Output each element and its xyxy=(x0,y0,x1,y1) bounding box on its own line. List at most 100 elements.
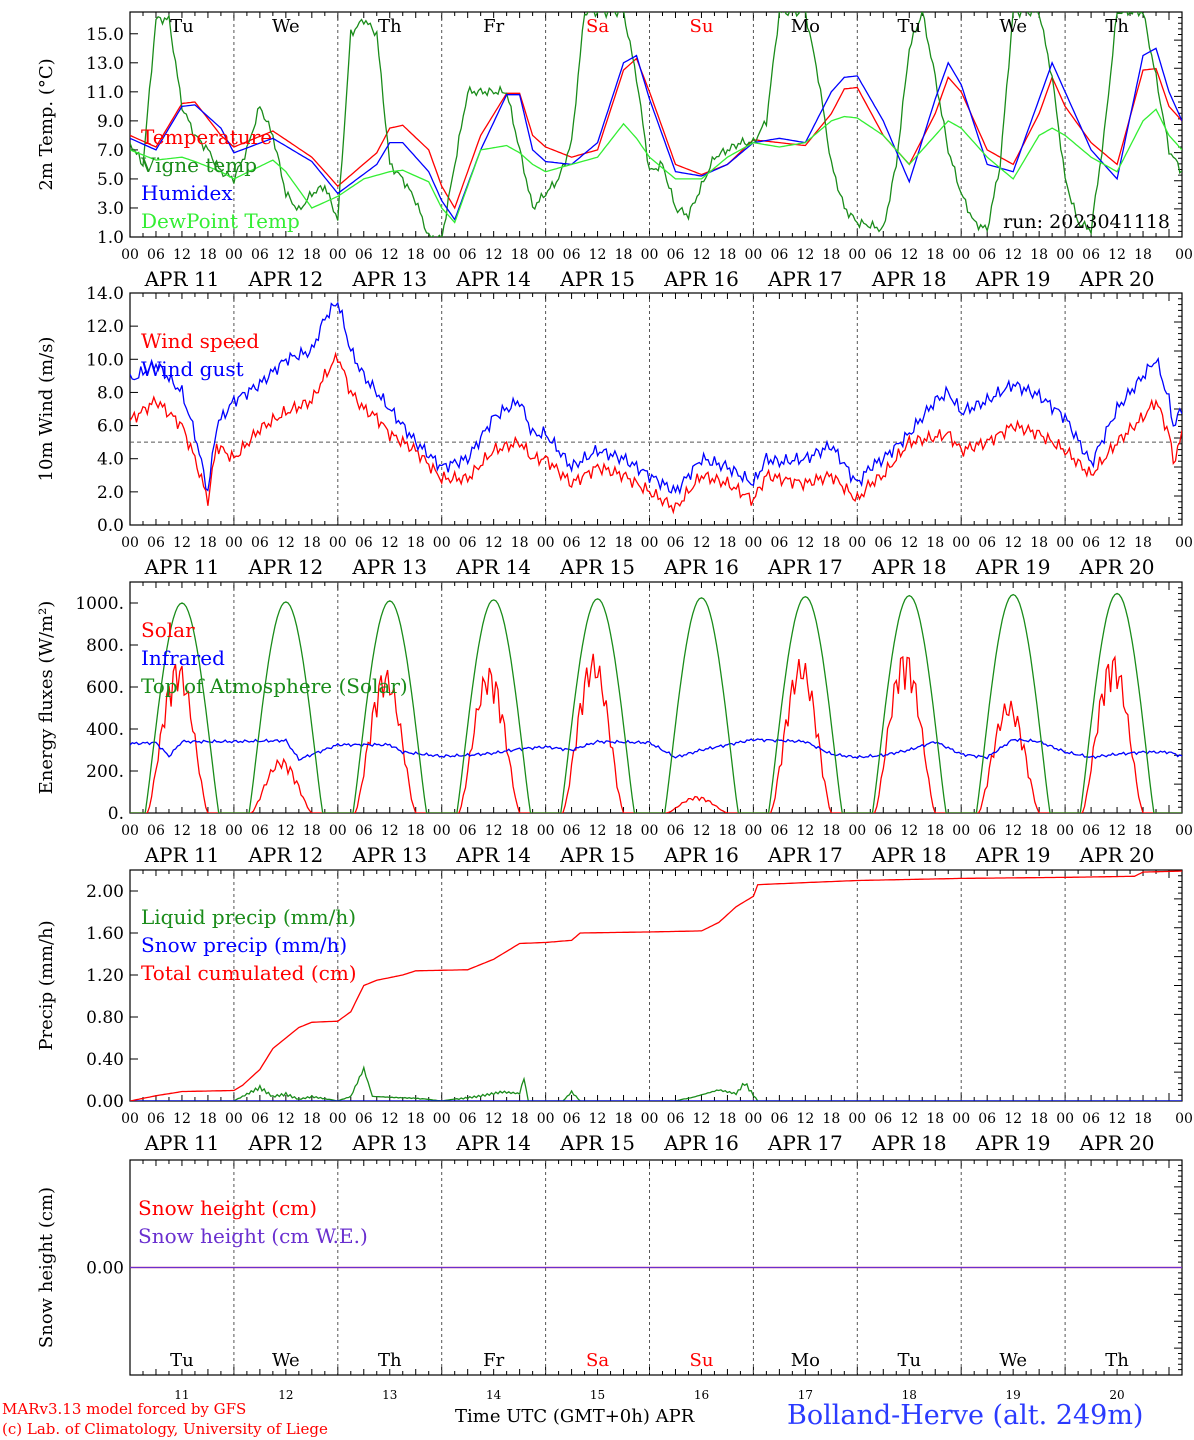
hour-tick-label: 00 xyxy=(537,247,555,263)
lab-credit: (c) Lab. of Climatology, University of L… xyxy=(2,1420,328,1438)
y-tick-label: 1000. xyxy=(75,594,124,614)
series-line-wind-gust xyxy=(130,301,1182,496)
y-tick-label: 800. xyxy=(86,636,124,656)
hour-tick-label: 06 xyxy=(978,535,996,551)
hour-tick-label: 18 xyxy=(511,823,529,839)
hour-tick-label: 06 xyxy=(147,535,165,551)
bottom-day-number: 12 xyxy=(278,1388,293,1402)
hour-tick-label: 18 xyxy=(615,535,633,551)
hour-tick-label: 12 xyxy=(693,1111,711,1127)
hour-tick-label: 00 xyxy=(1056,247,1074,263)
hour-tick-label: 06 xyxy=(978,247,996,263)
y-tick-label: 8.0 xyxy=(97,383,124,403)
hour-tick-label: 18 xyxy=(1134,535,1152,551)
hour-tick-label: 06 xyxy=(667,247,685,263)
hour-tick-label: 00 xyxy=(329,247,347,263)
date-label: APR 13 xyxy=(351,1131,427,1155)
hour-tick-label: 18 xyxy=(822,1111,840,1127)
bottom-day-number: 20 xyxy=(1109,1388,1124,1402)
hour-tick-label: 18 xyxy=(1030,1111,1048,1127)
date-label: APR 16 xyxy=(663,555,739,579)
hour-tick-label: 06 xyxy=(147,823,165,839)
hour-tick-label: 12 xyxy=(381,823,399,839)
hour-tick-label: 00 xyxy=(433,1111,451,1127)
hour-tick-label: 18 xyxy=(926,247,944,263)
day-name-label: Su xyxy=(689,16,713,37)
hour-tick-label: 12 xyxy=(796,247,814,263)
date-label: APR 12 xyxy=(247,555,323,579)
hour-tick-label: 12 xyxy=(277,535,295,551)
date-label: APR 20 xyxy=(1079,555,1155,579)
hour-tick-label: 00 xyxy=(641,1111,659,1127)
hour-tick-label: 00 xyxy=(1056,535,1074,551)
y-tick-label: 3.0 xyxy=(97,199,124,219)
hour-tick-label: 18 xyxy=(511,535,529,551)
hour-tick-label: 06 xyxy=(1082,823,1100,839)
hour-tick-label: 00 xyxy=(744,247,762,263)
y-tick-label: 0.80 xyxy=(86,1008,124,1028)
hour-tick-label: 18 xyxy=(199,823,217,839)
hour-tick-label: 12 xyxy=(796,535,814,551)
y-tick-label: 9.0 xyxy=(97,112,124,132)
hour-tick-label: 12 xyxy=(485,1111,503,1127)
y-tick-label: 1.20 xyxy=(86,966,124,986)
hour-tick-label: 06 xyxy=(667,1111,685,1127)
y-axis-label: 2m Temp. (°C) xyxy=(36,58,57,190)
hour-tick-label: 00 xyxy=(433,535,451,551)
hour-tick-label: 06 xyxy=(251,1111,269,1127)
bottom-day-number: 16 xyxy=(694,1388,709,1402)
hour-tick-label: 18 xyxy=(303,1111,321,1127)
y-axis-label: Snow height (cm) xyxy=(36,1187,57,1348)
hour-tick-label: 18 xyxy=(926,1111,944,1127)
hour-tick-label: 12 xyxy=(1108,247,1126,263)
date-label: APR 18 xyxy=(871,555,947,579)
date-label: APR 16 xyxy=(663,267,739,291)
hour-tick-label: 00 xyxy=(1056,823,1074,839)
date-label: APR 19 xyxy=(975,267,1051,291)
date-label: APR 15 xyxy=(559,267,635,291)
date-label: APR 14 xyxy=(455,1131,531,1155)
y-axis-label: 10m Wind (m/s) xyxy=(36,337,57,482)
y-tick-label: 10.0 xyxy=(86,350,124,370)
date-label: APR 15 xyxy=(559,1131,635,1155)
hour-tick-label: 00 xyxy=(1175,823,1193,839)
day-name-label: Tu xyxy=(170,16,194,37)
series-line-humidex xyxy=(130,47,1182,221)
legend-entry: DewPoint Temp xyxy=(141,209,300,233)
hour-tick-label: 00 xyxy=(1056,1111,1074,1127)
legend-entry: Infrared xyxy=(141,646,225,670)
hour-tick-label: 00 xyxy=(329,535,347,551)
date-label: APR 18 xyxy=(871,843,947,867)
legend-entry: Snow height (cm W.E.) xyxy=(138,1224,368,1248)
hour-tick-label: 06 xyxy=(1082,247,1100,263)
date-label: APR 11 xyxy=(144,555,220,579)
hour-tick-label: 00 xyxy=(121,823,139,839)
hour-tick-label: 06 xyxy=(978,1111,996,1127)
hour-tick-label: 00 xyxy=(537,1111,555,1127)
hour-tick-label: 00 xyxy=(329,823,347,839)
date-label: APR 13 xyxy=(351,843,427,867)
hour-tick-label: 12 xyxy=(277,247,295,263)
y-tick-label: 0.40 xyxy=(86,1050,124,1070)
hour-tick-label: 18 xyxy=(822,823,840,839)
hour-tick-label: 12 xyxy=(796,823,814,839)
hour-tick-label: 00 xyxy=(225,1111,243,1127)
hour-tick-label: 12 xyxy=(277,823,295,839)
y-tick-label: 5.0 xyxy=(97,170,124,190)
hour-tick-label: 00 xyxy=(121,535,139,551)
hour-tick-label: 06 xyxy=(1082,535,1100,551)
hour-tick-label: 00 xyxy=(744,1111,762,1127)
hour-tick-label: 12 xyxy=(173,535,191,551)
legend-entry: Snow height (cm) xyxy=(138,1196,317,1220)
date-label: APR 17 xyxy=(767,267,843,291)
series-line-vigne-temp xyxy=(130,12,1182,237)
bottom-day-name: Fr xyxy=(483,1350,504,1371)
legend-entry: Vigne temp xyxy=(140,153,257,177)
model-credit: MARv3.13 model forced by GFS xyxy=(2,1400,247,1418)
bottom-day-number: 13 xyxy=(382,1388,397,1402)
hour-tick-label: 12 xyxy=(693,535,711,551)
hour-tick-label: 12 xyxy=(485,247,503,263)
date-label: APR 11 xyxy=(144,267,220,291)
hour-tick-label: 18 xyxy=(511,1111,529,1127)
hour-tick-label: 00 xyxy=(744,823,762,839)
